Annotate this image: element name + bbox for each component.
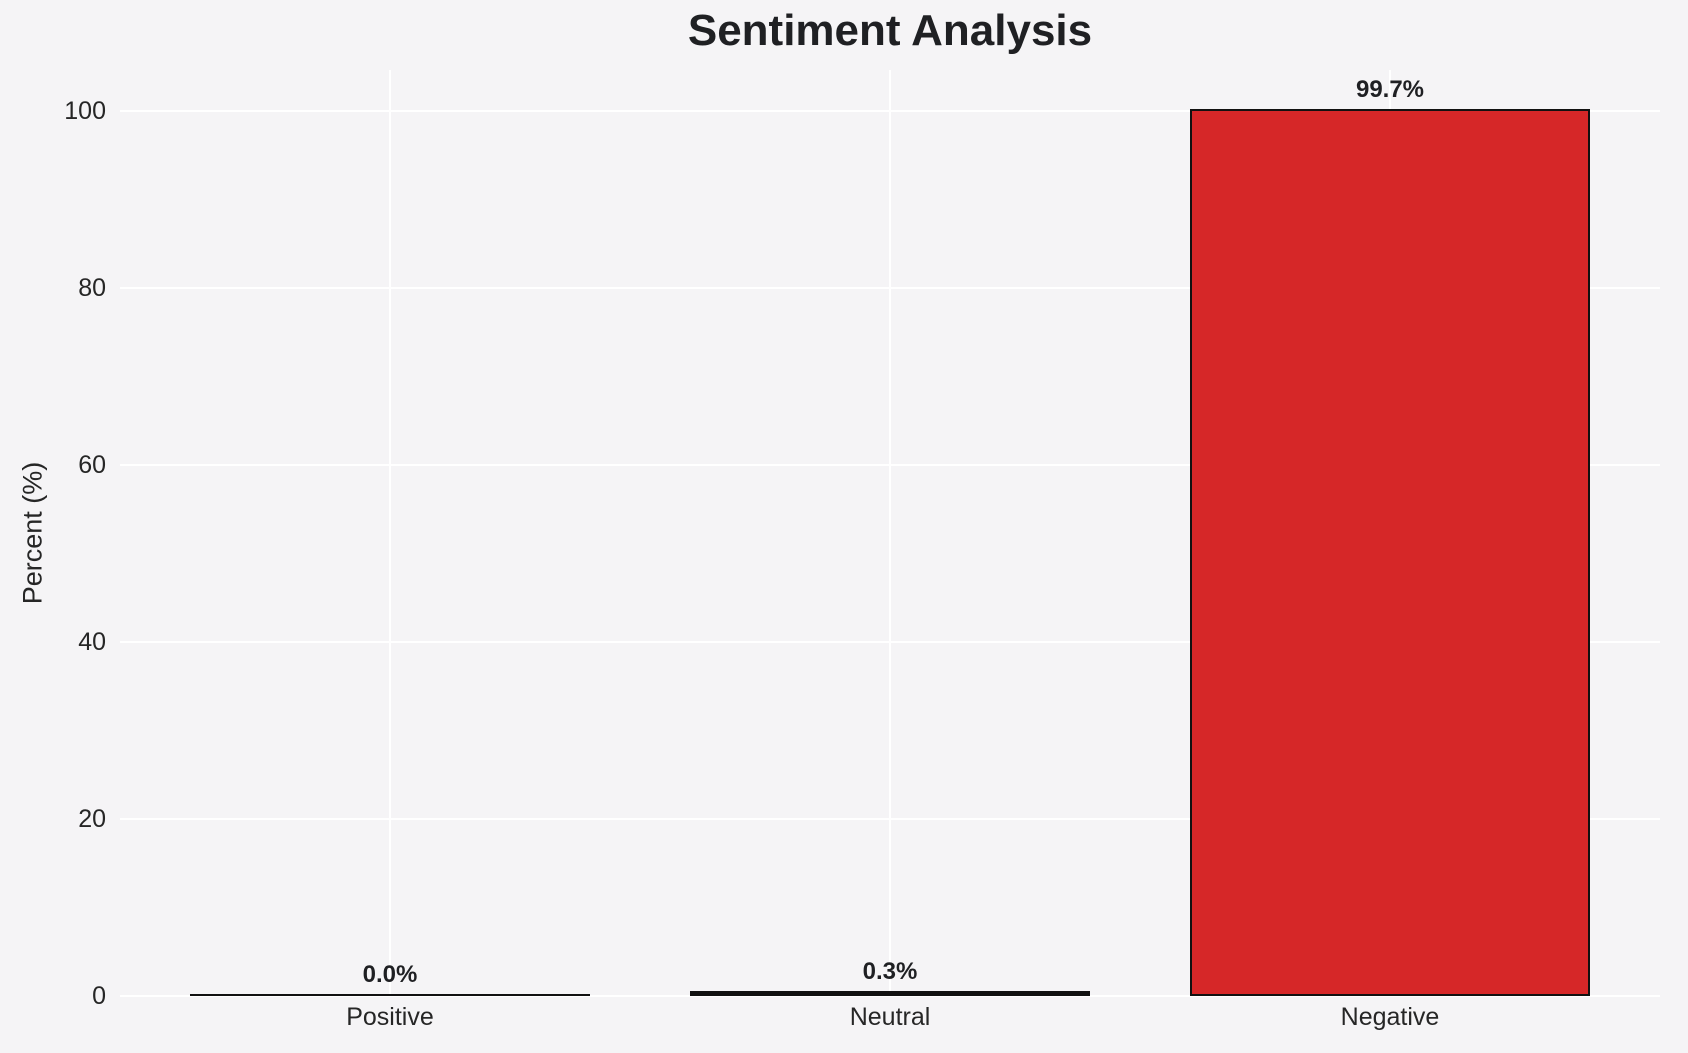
y-tick-label: 0 xyxy=(92,982,106,1010)
y-tick-label: 40 xyxy=(78,627,106,656)
h-gridline xyxy=(120,995,1660,997)
bar-value-label: 99.7% xyxy=(1355,76,1425,104)
x-tick-label: Negative xyxy=(1340,1003,1440,1031)
y-tick-label: 20 xyxy=(78,804,106,833)
v-gridline xyxy=(889,70,891,996)
bar-neutral xyxy=(690,991,1090,996)
v-gridline xyxy=(389,70,391,996)
bar-positive xyxy=(190,994,590,996)
chart-title: Sentiment Analysis xyxy=(687,6,1093,55)
bar-value-label: 0.0% xyxy=(362,961,418,988)
plot-area: 0.0% 0.3% 99.7% xyxy=(120,70,1660,997)
bar-value-label: 0.3% xyxy=(862,958,918,986)
y-tick-label: 100 xyxy=(64,96,106,125)
bar-negative xyxy=(1190,109,1590,996)
x-tick-label: Neutral xyxy=(849,1003,931,1031)
y-tick-label: 80 xyxy=(78,273,106,302)
y-tick-label: 60 xyxy=(78,450,106,479)
y-axis-label: Percent (%) xyxy=(17,461,48,605)
x-tick-label: Positive xyxy=(346,1003,434,1031)
